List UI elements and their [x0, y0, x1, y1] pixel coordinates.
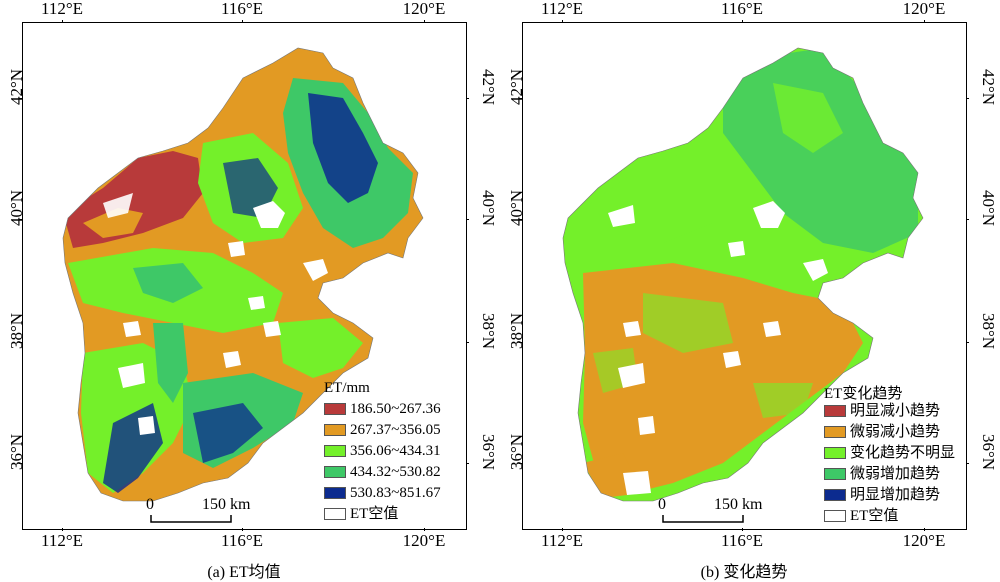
lat-tick-mark	[966, 342, 969, 343]
legend-label: ET空值	[850, 508, 899, 524]
lon-tick-mark	[924, 528, 925, 531]
scale-end-label: 150 km	[202, 496, 251, 513]
scale-start-label: 0	[658, 496, 666, 513]
lat-label-left: 40°N	[7, 189, 26, 227]
legend-label: 明显增加趋势	[850, 487, 941, 503]
lat-label-right: 40°N	[479, 189, 498, 227]
lat-label-left: 36°N	[7, 433, 26, 471]
legend-label: 微弱减小趋势	[850, 424, 941, 440]
lon-label-bottom: 116°E	[720, 531, 764, 550]
lat-tick-mark	[519, 463, 522, 464]
legend-label: 267.37~356.05	[350, 422, 441, 438]
legend-swatch	[824, 468, 846, 480]
legend-swatch	[324, 403, 346, 415]
lat-tick-mark	[519, 342, 522, 343]
legend-label: 186.50~267.36	[350, 401, 441, 417]
scale-bar-line	[662, 515, 744, 523]
lon-label-bottom: 112°E	[540, 531, 584, 550]
lat-label-left: 38°N	[507, 312, 526, 350]
legend-title: ET变化趋势	[824, 386, 903, 402]
lon-tick-mark	[742, 20, 743, 23]
lat-tick-mark	[519, 219, 522, 220]
legend-label: 微弱增加趋势	[850, 466, 941, 482]
lat-tick-mark	[466, 342, 469, 343]
lat-tick-mark	[966, 219, 969, 220]
lat-label-right: 42°N	[479, 68, 498, 106]
lon-label-bottom: 120°E	[902, 531, 946, 550]
panel-caption: (b) 变化趋势	[700, 564, 788, 581]
lon-tick-mark	[62, 528, 63, 531]
lat-tick-mark	[966, 463, 969, 464]
lon-tick-mark	[924, 20, 925, 23]
lon-tick-mark	[562, 20, 563, 23]
lon-label-top: 116°E	[220, 0, 264, 18]
legend-label: 434.32~530.82	[350, 464, 441, 480]
lat-label-right: 38°N	[479, 312, 498, 350]
lon-tick-mark	[242, 20, 243, 23]
lon-label-top: 120°E	[402, 0, 446, 18]
lat-label-left: 42°N	[7, 68, 26, 106]
lat-label-left: 38°N	[7, 312, 26, 350]
map-et-mean	[62, 47, 424, 502]
legend-swatch	[324, 508, 346, 520]
scale-bar-line	[150, 515, 232, 523]
legend-swatch	[824, 447, 846, 459]
legend-label: ET空值	[350, 506, 399, 522]
map-frame	[22, 22, 467, 530]
lat-label-right: 36°N	[979, 433, 998, 471]
lat-label-right: 38°N	[979, 312, 998, 350]
legend-label: 变化趋势不明显	[850, 445, 956, 461]
map-frame	[522, 22, 967, 530]
legend-title: ET/mm	[324, 380, 370, 396]
lon-label-bottom: 116°E	[220, 531, 264, 550]
lon-tick-mark	[62, 20, 63, 23]
panel-caption: (a) ET均值	[207, 564, 281, 581]
legend-swatch	[824, 489, 846, 501]
lon-tick-mark	[424, 20, 425, 23]
legend: ET/mm 186.50~267.36 267.37~356.05 356.06…	[324, 380, 464, 530]
legend-label: 530.83~851.67	[350, 485, 441, 501]
legend-swatch	[324, 424, 346, 436]
lon-label-top: 120°E	[902, 0, 946, 18]
lon-tick-mark	[742, 528, 743, 531]
lon-tick-mark	[424, 528, 425, 531]
legend-swatch	[824, 510, 846, 522]
lon-label-top: 116°E	[720, 0, 764, 18]
legend-swatch	[824, 405, 846, 417]
lat-tick-mark	[19, 463, 22, 464]
lat-label-left: 40°N	[507, 189, 526, 227]
legend-label: 明显减小趋势	[850, 403, 941, 419]
lat-tick-mark	[19, 342, 22, 343]
map-change-trend	[562, 47, 924, 502]
legend-swatch	[824, 426, 846, 438]
lon-tick-mark	[562, 528, 563, 531]
lat-tick-mark	[519, 98, 522, 99]
lon-label-bottom: 120°E	[402, 531, 446, 550]
lon-label-top: 112°E	[40, 0, 84, 18]
lat-tick-mark	[466, 219, 469, 220]
lon-tick-mark	[242, 528, 243, 531]
lon-label-top: 112°E	[540, 0, 584, 18]
panel-change-trend: 112°E 116°E 120°E 112°E 116°E 120°E 42°N…	[500, 0, 1000, 581]
scale-end-label: 150 km	[714, 496, 763, 513]
lat-tick-mark	[466, 463, 469, 464]
scale-start-label: 0	[146, 496, 154, 513]
legend-swatch	[324, 487, 346, 499]
lat-label-right: 42°N	[979, 68, 998, 106]
legend-swatch	[324, 445, 346, 457]
lat-label-left: 36°N	[507, 433, 526, 471]
lat-tick-mark	[19, 98, 22, 99]
legend-swatch	[324, 466, 346, 478]
lat-tick-mark	[19, 219, 22, 220]
legend: ET变化趋势 明显减小趋势 微弱减小趋势 变化趋势不明显 微弱增加趋势 明显增加…	[824, 382, 964, 532]
lat-label-right: 36°N	[479, 433, 498, 471]
lon-label-bottom: 112°E	[40, 531, 84, 550]
lat-label-left: 42°N	[507, 68, 526, 106]
legend-label: 356.06~434.31	[350, 443, 441, 459]
lat-tick-mark	[466, 98, 469, 99]
lat-label-right: 40°N	[979, 189, 998, 227]
lat-tick-mark	[966, 98, 969, 99]
panel-et-mean: 112°E 116°E 120°E 112°E 116°E 120°E 42°N…	[0, 0, 500, 581]
